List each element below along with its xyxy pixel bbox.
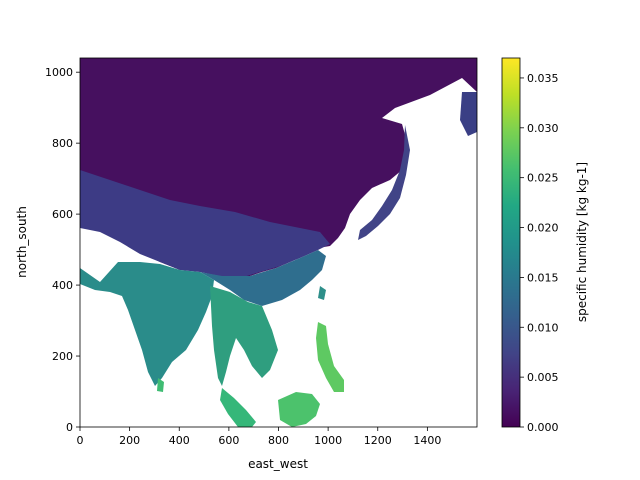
y-tick-label: 0 — [66, 421, 73, 434]
x-tick-label: 400 — [169, 434, 190, 447]
x-tick-label: 1200 — [364, 434, 392, 447]
heatmap-region-indochina — [210, 286, 278, 386]
heatmap-region-taiwan — [318, 286, 326, 300]
y-tick-label: 1000 — [45, 66, 73, 79]
colorbar-tick-label: 0.010 — [527, 321, 559, 334]
colorbar-tick-label: 0.015 — [527, 271, 559, 284]
colorbar-tick-label: 0.035 — [527, 72, 559, 85]
x-tick-label: 0 — [77, 434, 84, 447]
x-tick-label: 600 — [218, 434, 239, 447]
heatmap-region-malay — [220, 388, 256, 427]
heatmap-region-borneo — [278, 392, 320, 427]
heatmap-region-srilanka — [157, 378, 164, 392]
x-tick-label: 1000 — [314, 434, 342, 447]
heatmap-region-india — [80, 262, 214, 386]
y-tick-label: 800 — [52, 137, 73, 150]
heatmap-region-japan — [358, 125, 410, 240]
colorbar-tick-label: 0.030 — [527, 122, 559, 135]
x-tick-label: 800 — [268, 434, 289, 447]
colorbar — [501, 57, 521, 428]
x-axis-label: east_west — [248, 457, 308, 471]
heatmap-region-south-china — [200, 250, 326, 306]
y-tick-label: 400 — [52, 279, 73, 292]
colorbar-tick-label: 0.005 — [527, 371, 559, 384]
y-tick-label: 600 — [52, 208, 73, 221]
y-tick-label: 200 — [52, 350, 73, 363]
x-tick-label: 1400 — [413, 434, 441, 447]
colorbar-tick-label: 0.000 — [527, 421, 559, 434]
y-axis-ticks: 0 200 400 600 800 1000 — [45, 66, 80, 434]
colorbar-ticks: 0.000 0.005 0.010 0.015 0.020 0.025 0.030 0.035 — [520, 72, 559, 434]
heatmap-region-philippines — [316, 322, 344, 392]
heatmap-field — [80, 58, 477, 427]
colorbar-label: specific humidity [kg kg-1] — [575, 162, 589, 322]
heatmap-region-central — [80, 170, 330, 278]
heatmap-region-hokkaido — [460, 92, 477, 136]
y-axis-label: north_south — [15, 206, 29, 278]
x-axis-ticks: 0 200 400 600 800 1000 1200 1400 — [77, 427, 441, 447]
x-tick-label: 200 — [119, 434, 140, 447]
colorbar-tick-label: 0.025 — [527, 172, 559, 185]
colorbar-tick-label: 0.020 — [527, 222, 559, 235]
